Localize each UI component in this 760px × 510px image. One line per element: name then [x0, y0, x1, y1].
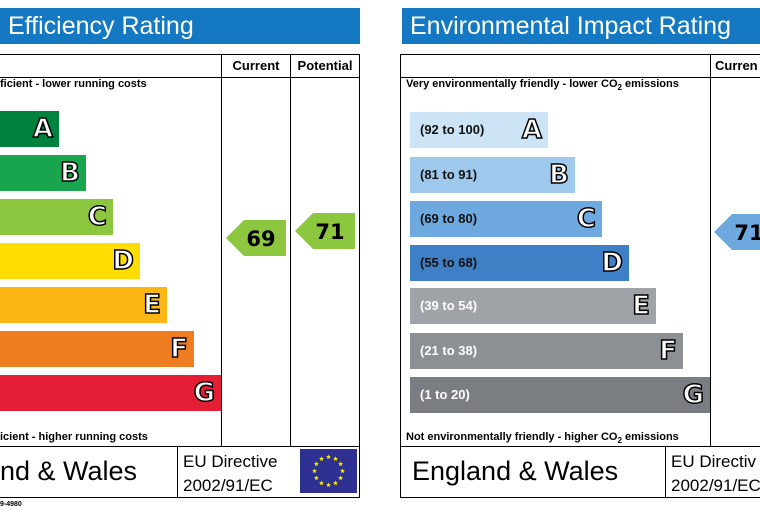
eu-star-icon — [312, 468, 317, 474]
environmental-footer-divider — [400, 446, 760, 447]
efficiency-footer-divider — [0, 446, 360, 447]
note-text-end: emissions — [621, 78, 679, 90]
efficiency-band-b: B — [0, 155, 86, 191]
note-subscript: 2 — [617, 83, 622, 93]
environmental-eu-divider — [665, 446, 666, 498]
efficiency-current-header: Current — [232, 58, 280, 73]
band-range: (39 to 54) — [420, 298, 478, 313]
efficiency-potential-arrow: 71 — [295, 213, 355, 249]
band-range: (21 to 38) — [420, 343, 478, 358]
eu-star-icon — [313, 475, 319, 481]
efficiency-band-f: F — [0, 331, 194, 367]
efficiency-country-label: nd & Wales — [0, 456, 138, 486]
band-letter: B — [548, 159, 569, 191]
eu-star-icon — [340, 468, 345, 474]
band-range: (81 to 91) — [420, 167, 478, 182]
potential-arrow-shape — [295, 213, 355, 249]
environmental-top-note: Very environmentally friendly - lower CO… — [406, 78, 679, 92]
note-subscript: 2 — [617, 436, 622, 446]
band-letter: B — [59, 157, 80, 189]
band-letter: A — [521, 114, 543, 146]
note-text: Not environmentally friendly - higher CO — [406, 431, 618, 443]
band-range: (92 to 100) — [420, 122, 485, 137]
environmental-band-a: (92 to 100) A — [410, 112, 548, 148]
efficiency-band-g: G — [0, 375, 221, 411]
band-letter: E — [631, 290, 650, 322]
efficiency-rating-title: Efficiency Rating — [0, 8, 360, 44]
band-letter: A — [32, 113, 54, 145]
environmental-header-divider — [400, 77, 760, 78]
efficiency-eu-directive-line1: EU Directive — [183, 452, 278, 471]
efficiency-band-c: C — [0, 199, 113, 235]
efficiency-current-arrow: 69 — [226, 220, 286, 256]
band-range: (69 to 80) — [420, 211, 478, 226]
environmental-bottom-note: Not environmentally friendly - higher CO… — [406, 431, 679, 445]
eu-star-icon — [326, 454, 331, 460]
band-letter: D — [601, 247, 624, 279]
efficiency-band-e: E — [0, 287, 167, 323]
eu-star-icon — [313, 461, 319, 467]
environmental-current-arrow: 71 — [714, 214, 760, 250]
environmental-band-e: (39 to 54) E — [410, 288, 656, 324]
eu-star-icon — [326, 482, 331, 488]
note-text-end: emissions — [621, 431, 679, 443]
environmental-country-label: England & Wales — [412, 456, 619, 486]
band-letter: F — [658, 335, 677, 367]
current-arrow-shape — [714, 214, 760, 250]
band-range: (55 to 68) — [420, 255, 478, 270]
efficiency-eu-divider — [177, 446, 178, 498]
band-letter: F — [169, 333, 188, 365]
band-letter: E — [142, 289, 161, 321]
environmental-current-value: 71 — [734, 221, 760, 245]
environmental-current-col-line — [710, 54, 711, 446]
environmental-eu-directive-line1: EU Directiv — [671, 452, 757, 471]
band-range: (1 to 20) — [420, 387, 470, 402]
environmental-impact-title: Environmental Impact Rating — [402, 8, 760, 44]
efficiency-band-a: A — [0, 111, 59, 147]
eu-flag-icon — [300, 449, 357, 493]
efficiency-potential-col-line — [290, 54, 291, 446]
eu-star-icon — [319, 480, 324, 486]
environmental-band-b: (81 to 91) B — [410, 157, 575, 193]
environmental-band-f: (21 to 38) F — [410, 333, 683, 369]
efficiency-current-value: 69 — [246, 227, 275, 251]
environmental-eu-directive-line2: 2002/91/EC — [671, 476, 760, 495]
efficiency-potential-value: 71 — [315, 220, 344, 244]
efficiency-bottom-note: icient - higher running costs — [0, 431, 148, 443]
environmental-band-g: (1 to 20) G — [410, 377, 710, 413]
band-letter: C — [576, 203, 597, 235]
band-letter: D — [112, 245, 135, 277]
environmental-band-c: (69 to 80) C — [410, 201, 602, 237]
efficiency-eu-directive-line2: 2002/91/EC — [183, 476, 273, 495]
band-letter: C — [87, 201, 108, 233]
efficiency-current-col-line — [221, 54, 222, 446]
eu-star-icon — [333, 480, 338, 486]
eu-star-icon — [338, 461, 344, 467]
efficiency-top-note: ficient - lower running costs — [0, 78, 147, 90]
note-text: Very environmentally friendly - lower CO — [406, 78, 618, 90]
band-letter: G — [682, 379, 705, 411]
environmental-chart-frame — [400, 54, 760, 498]
efficiency-footer-code: 9-4980 — [0, 501, 22, 508]
environmental-band-d: (55 to 68) D — [410, 245, 629, 281]
band-letter: G — [193, 377, 216, 409]
efficiency-potential-header: Potential — [297, 58, 353, 73]
efficiency-band-d: D — [0, 243, 140, 279]
eu-star-icon — [319, 456, 324, 461]
environmental-current-header: Curren — [715, 58, 758, 73]
current-arrow-shape — [226, 220, 286, 256]
efficiency-chart-frame — [0, 54, 360, 498]
eu-star-icon — [333, 456, 338, 461]
eu-star-icon — [338, 475, 344, 481]
efficiency-header-divider — [0, 77, 360, 78]
